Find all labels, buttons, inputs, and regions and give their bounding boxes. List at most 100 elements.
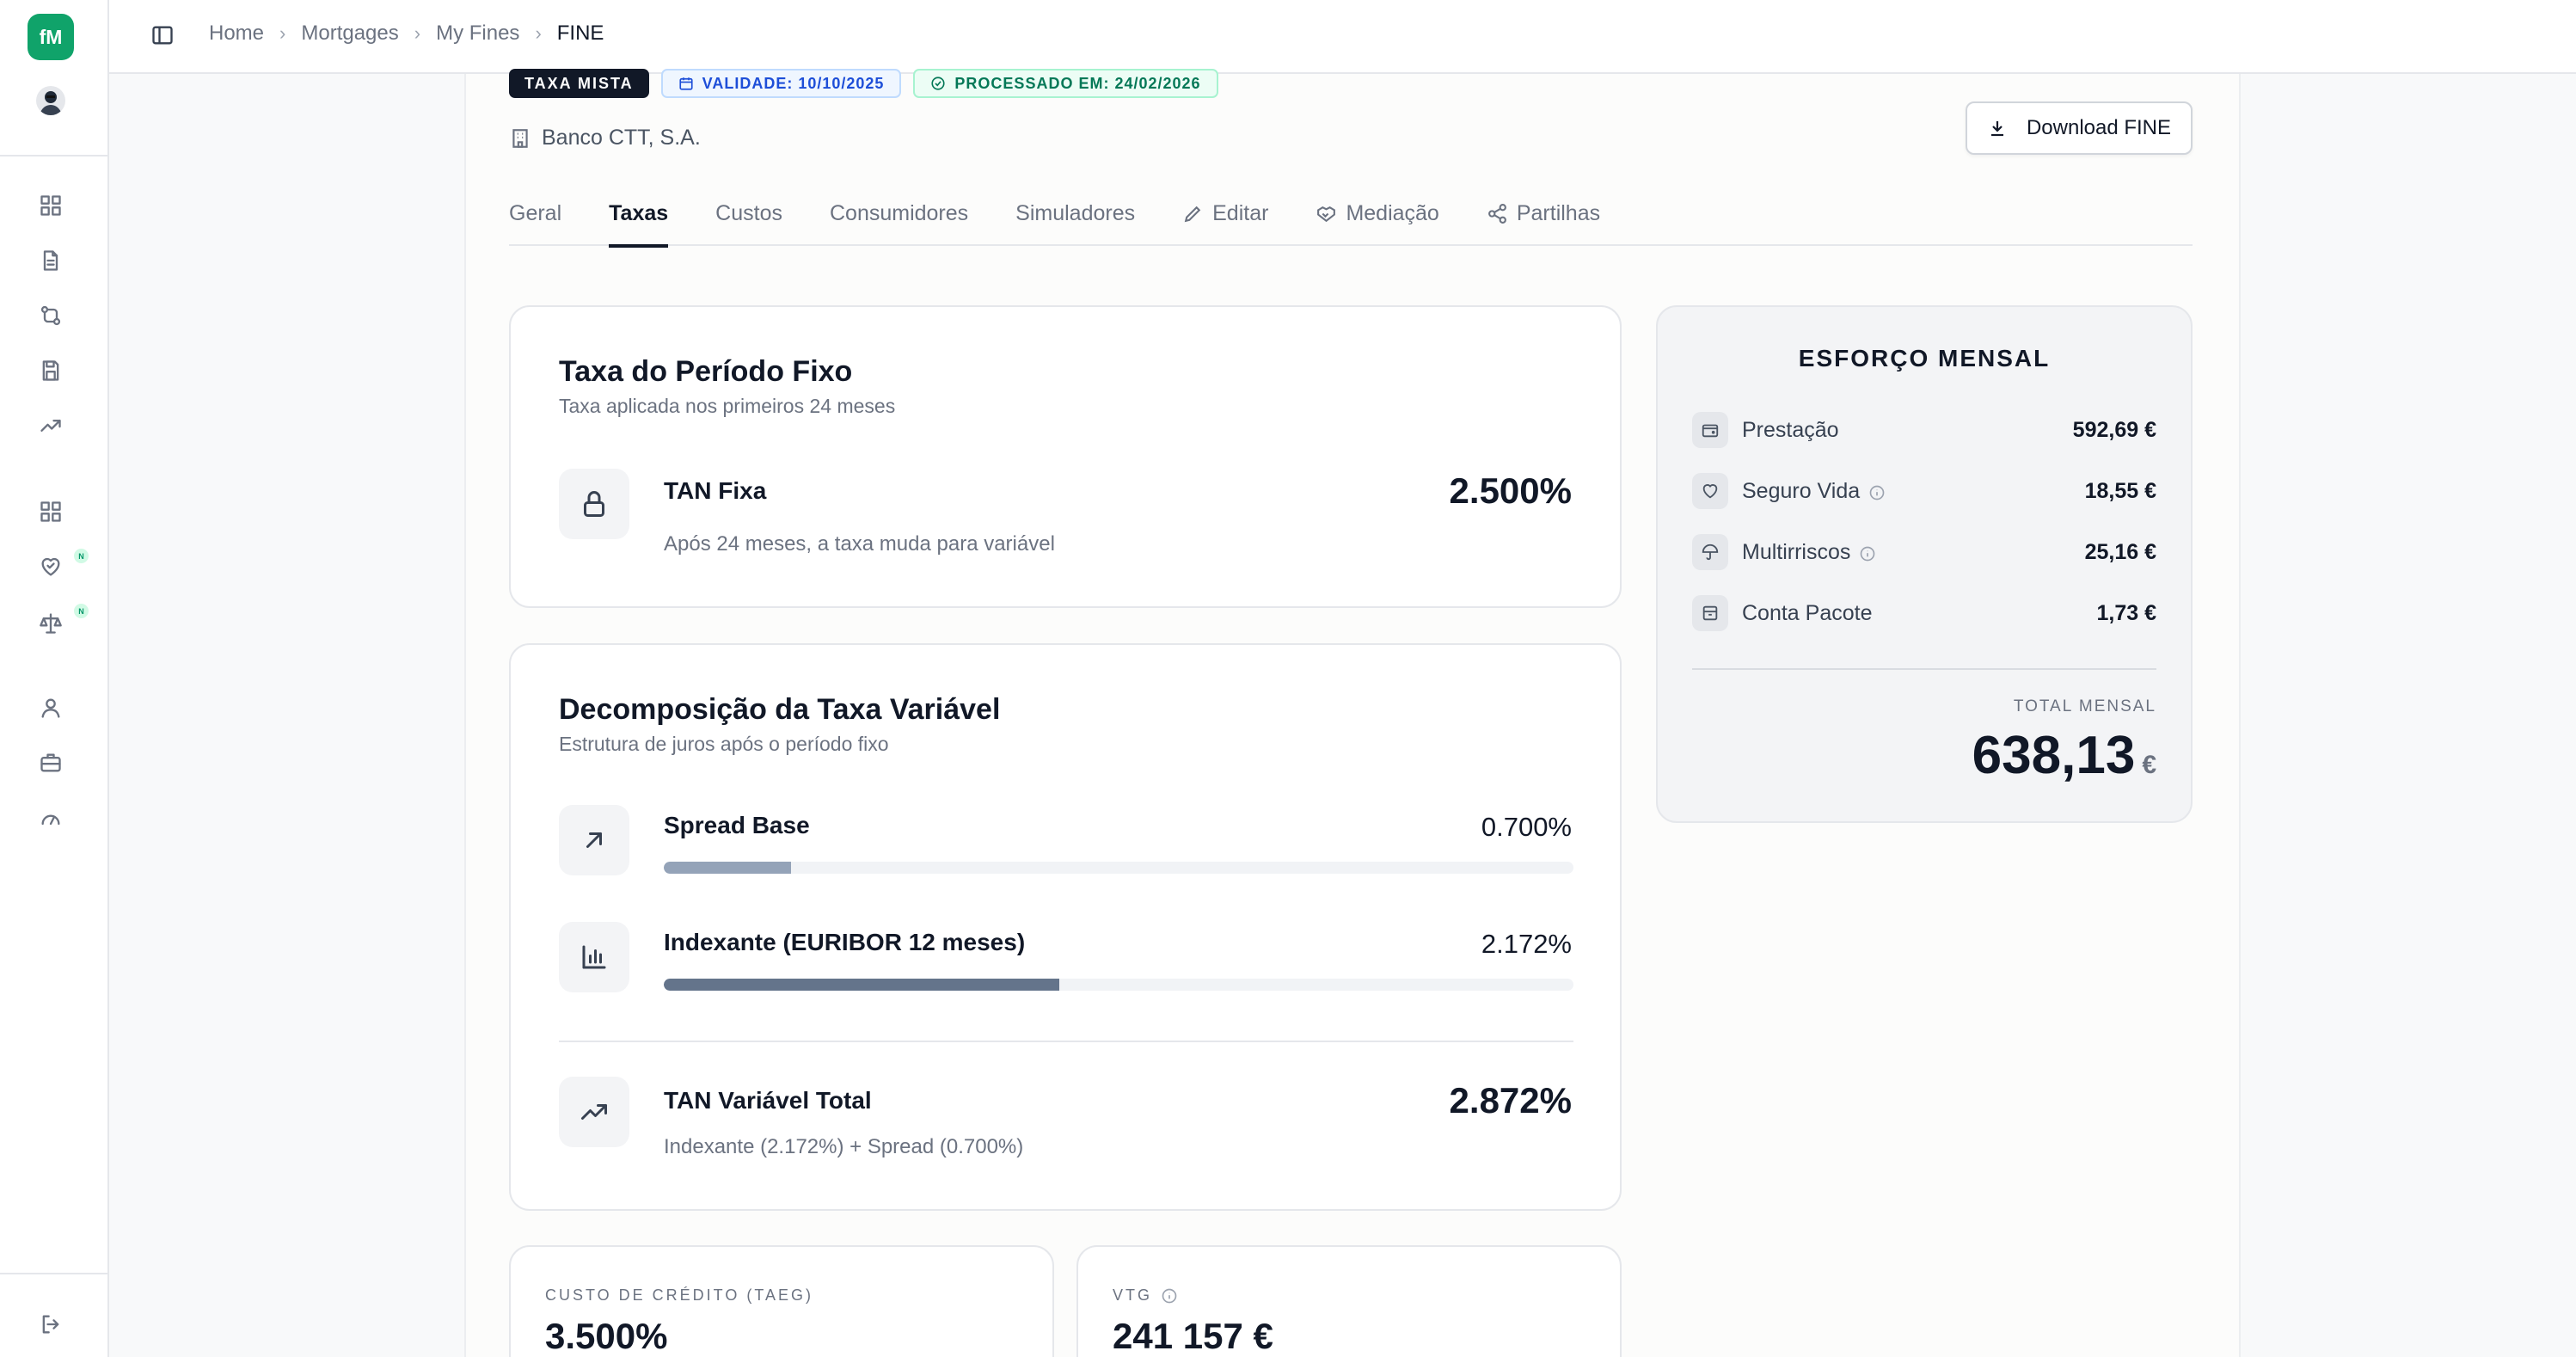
tab-consumidores[interactable]: Consumidores xyxy=(830,196,968,246)
kpi-label-text: CUSTO DE CRÉDITO (TAEG) xyxy=(545,1286,814,1304)
fixed-rate-card: Taxa do Período Fixo Taxa aplicada nos p… xyxy=(509,305,1622,608)
tab-label: Geral xyxy=(509,201,562,225)
total-monthly-label: TOTAL MENSAL xyxy=(2013,697,2156,715)
rate-type-label: TAXA MISTA xyxy=(524,74,634,92)
chevron-right-icon: › xyxy=(414,22,421,44)
info-icon[interactable] xyxy=(1859,543,1876,562)
validity-badge: VALIDADE: 10/10/2025 xyxy=(660,69,902,98)
lock-icon xyxy=(559,469,629,539)
header-badges: TAXA MISTA VALIDADE: 10/10/2025 PROCESSA… xyxy=(509,69,1218,98)
effort-label: Conta Pacote xyxy=(1742,600,1873,625)
gauge-icon[interactable] xyxy=(38,805,64,831)
effort-label: Prestação xyxy=(1742,417,1839,442)
share-icon xyxy=(1487,204,1506,224)
kpi-label-text: VTG xyxy=(1113,1286,1153,1304)
new-badge: N xyxy=(74,604,89,618)
sidebar-toggle-icon[interactable] xyxy=(147,20,178,51)
calendar-icon xyxy=(679,77,693,90)
taeg-card: CUSTO DE CRÉDITO (TAEG) 3.500% xyxy=(509,1245,1054,1357)
vtg-value: 241 157 € xyxy=(1113,1316,1273,1356)
download-fine-button[interactable]: Download FINE xyxy=(1966,101,2193,155)
trending-up-icon[interactable] xyxy=(38,413,64,439)
vtg-card: VTG 241 157 € xyxy=(1076,1245,1622,1357)
indexante-value: 2.172% xyxy=(1481,929,1572,959)
tab-label: Editar xyxy=(1212,201,1269,225)
tan-fixa-label: TAN Fixa xyxy=(664,477,767,504)
bank-label: Banco CTT, S.A. xyxy=(542,126,701,150)
package-icon xyxy=(1692,595,1728,631)
spread-base-value: 0.700% xyxy=(1481,812,1572,842)
info-icon[interactable] xyxy=(1868,482,1886,500)
tan-fixa-value: 2.500% xyxy=(1449,470,1572,511)
handshake-icon xyxy=(1317,206,1336,223)
effort-row-seguro-vida: Seguro Vida 18,55 € xyxy=(1692,473,2156,509)
tab-taxas[interactable]: Taxas xyxy=(609,196,669,248)
card-subtitle: Estrutura de juros após o período fixo xyxy=(559,733,889,755)
card-divider xyxy=(559,1041,1573,1042)
wallet-icon xyxy=(1692,412,1728,448)
download-icon xyxy=(1990,121,2003,137)
spread-base-bar xyxy=(664,862,1573,874)
tab-partilhas[interactable]: Partilhas xyxy=(1487,196,1600,246)
effort-divider xyxy=(1692,668,2156,670)
breadcrumb-home[interactable]: Home xyxy=(209,21,265,45)
rail-divider xyxy=(0,1273,109,1274)
card-title: Taxa do Período Fixo xyxy=(559,355,853,388)
effort-label: Multirriscos xyxy=(1742,539,1851,564)
card-subtitle: Taxa aplicada nos primeiros 24 meses xyxy=(559,395,896,417)
bank-name: Banco CTT, S.A. xyxy=(509,126,701,150)
grid-icon[interactable] xyxy=(38,499,64,525)
heart-handshake-icon[interactable] xyxy=(38,554,64,580)
spread-base-bar-fill xyxy=(664,862,792,874)
effort-value: 25,16 € xyxy=(2084,539,2156,564)
briefcase-icon[interactable] xyxy=(38,750,64,776)
umbrella-icon xyxy=(1692,534,1728,570)
tab-custos[interactable]: Custos xyxy=(715,196,782,246)
indexante-bar xyxy=(664,979,1573,991)
dashboard-icon[interactable] xyxy=(38,193,64,218)
tan-fixa-note: Após 24 meses, a taxa muda para variável xyxy=(664,532,1055,556)
chevron-right-icon: › xyxy=(279,22,286,44)
app-logo[interactable]: fM xyxy=(28,14,74,60)
pencil-icon xyxy=(1184,206,1201,223)
arrow-up-right-icon xyxy=(559,805,629,875)
breadcrumb-my-fines[interactable]: My Fines xyxy=(436,21,520,45)
user-icon[interactable] xyxy=(38,695,64,721)
processed-label: PROCESSADO EM: 24/02/2026 xyxy=(954,74,1201,92)
breadcrumb-mortgages[interactable]: Mortgages xyxy=(301,21,399,45)
tab-label: Simuladores xyxy=(1015,201,1136,225)
tab-label: Mediação xyxy=(1346,201,1439,225)
top-bar: Home › Mortgages › My Fines › FINE xyxy=(109,0,2576,74)
indexante-label: Indexante (EURIBOR 12 meses) xyxy=(664,929,1026,955)
breadcrumb-current: FINE xyxy=(556,21,604,45)
scale-icon[interactable] xyxy=(38,611,64,636)
total-amount: 638,13 xyxy=(1972,726,2136,785)
tab-mediacao[interactable]: Mediação xyxy=(1316,196,1439,246)
heart-icon xyxy=(1692,473,1728,509)
effort-value: 1,73 € xyxy=(2096,600,2156,625)
tab-label: Partilhas xyxy=(1516,201,1601,225)
check-circle-icon xyxy=(931,77,945,90)
download-label: Download FINE xyxy=(2026,116,2172,139)
info-icon xyxy=(1162,1288,1177,1303)
tab-simuladores[interactable]: Simuladores xyxy=(1015,196,1135,246)
monthly-effort-title: ESFORÇO MENSAL xyxy=(1798,345,2051,371)
bar-chart-icon xyxy=(559,922,629,992)
logout-icon[interactable] xyxy=(38,1311,64,1337)
git-compare-icon[interactable] xyxy=(38,303,64,329)
effort-row-prestacao: Prestação 592,69 € xyxy=(1692,412,2156,448)
processed-badge: PROCESSADO EM: 24/02/2026 xyxy=(913,69,1218,98)
validity-label: VALIDADE: 10/10/2025 xyxy=(702,74,885,92)
building-icon xyxy=(512,128,528,148)
document-icon[interactable] xyxy=(38,248,64,273)
variable-rate-card: Decomposição da Taxa Variável Estrutura … xyxy=(509,643,1622,1211)
save-icon[interactable] xyxy=(38,358,64,384)
rate-type-badge: TAXA MISTA xyxy=(509,69,649,98)
effort-label: Seguro Vida xyxy=(1742,478,1861,503)
user-avatar[interactable] xyxy=(36,86,65,115)
tab-editar[interactable]: Editar xyxy=(1182,196,1268,246)
tab-geral[interactable]: Geral xyxy=(509,196,561,246)
spread-base-label: Spread Base xyxy=(664,812,810,838)
tab-label: Taxas xyxy=(609,201,669,225)
tab-label: Custos xyxy=(715,201,782,225)
